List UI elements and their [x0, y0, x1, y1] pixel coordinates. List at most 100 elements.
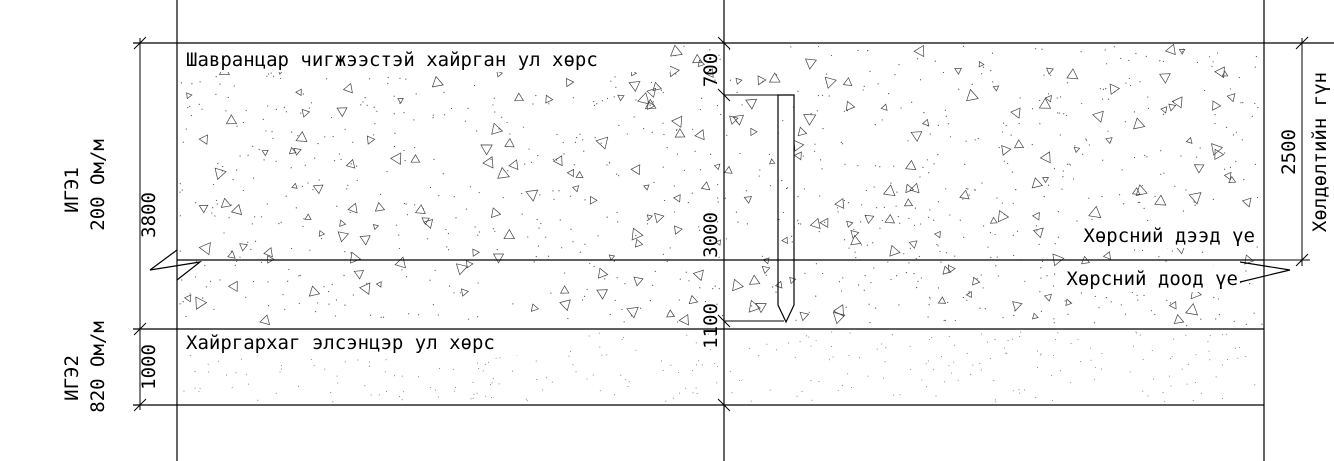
dimension-tick: [133, 36, 147, 50]
hatch-mark: [1241, 197, 1252, 208]
hatch-mark: [1255, 55, 1258, 58]
hatch-mark: [933, 219, 935, 221]
hatch-mark: [805, 335, 807, 337]
hatch-mark: [288, 268, 290, 271]
hatch-mark: [1034, 48, 1037, 50]
dimension-text: 2500: [1278, 129, 1300, 175]
hatch-mark: [1245, 323, 1247, 325]
label-bg: [1065, 222, 1255, 248]
hatch-mark: [285, 111, 288, 113]
hatch-mark: [897, 216, 899, 218]
hatch-mark: [1136, 332, 1138, 334]
hatch-mark: [996, 256, 998, 258]
hatch-mark: [1039, 151, 1051, 164]
hatch-mark: [1192, 400, 1194, 402]
hatch-mark: [832, 356, 834, 358]
hatch-mark: [644, 98, 657, 110]
hatch-mark: [692, 269, 704, 282]
hatch-mark: [867, 50, 869, 52]
hatch-mark: [717, 197, 719, 199]
hatch-mark: [1077, 339, 1079, 341]
hatch-mark: [340, 158, 342, 161]
hatch-mark: [929, 296, 931, 298]
hatch-mark: [313, 364, 315, 366]
hatch-mark: [1168, 103, 1177, 112]
hatch-mark: [347, 184, 349, 186]
hatch-mark: [334, 315, 337, 317]
hatch-mark: [350, 163, 352, 165]
hatch-mark: [403, 391, 405, 393]
hatch-mark: [647, 100, 656, 110]
hatch-mark: [853, 228, 855, 231]
hatch-mark: [654, 270, 656, 273]
hatch-mark: [302, 93, 304, 95]
hatch-mark: [967, 188, 969, 190]
hatch-mark: [1131, 291, 1133, 294]
hatch-mark: [284, 308, 286, 310]
hatch-mark: [552, 158, 554, 160]
hatch-mark: [699, 169, 702, 171]
hatch-mark: [874, 165, 877, 167]
hatch-mark: [295, 207, 297, 209]
hatch-mark: [350, 252, 352, 254]
hatch-mark: [1092, 110, 1104, 123]
hatch-mark: [198, 103, 200, 105]
hatch-mark: [213, 308, 215, 310]
hatch-mark: [225, 110, 227, 112]
hatch-mark: [1254, 163, 1257, 165]
hatch-mark: [919, 79, 922, 81]
hatch-mark: [328, 303, 330, 305]
hatch-mark: [1146, 156, 1148, 158]
hatch-mark: [918, 255, 920, 258]
hatch-mark: [683, 169, 686, 171]
hatch-mark: [874, 307, 877, 309]
hatch-mark: [714, 363, 716, 365]
hatch-mark: [1050, 74, 1052, 76]
hatch-mark: [921, 379, 923, 381]
hatch-mark: [445, 228, 447, 231]
hatch-mark: [606, 164, 608, 166]
hatch-mark: [514, 92, 525, 102]
hatch-mark: [491, 397, 493, 399]
hatch-mark: [1214, 122, 1216, 125]
hatch-mark: [797, 90, 799, 92]
hatch-mark: [501, 116, 503, 118]
hatch-mark: [804, 58, 817, 70]
hatch-mark: [794, 356, 796, 358]
hatch-mark: [179, 183, 181, 185]
hatch-mark: [339, 219, 347, 227]
hatch-mark: [418, 314, 420, 316]
hatch-mark: [561, 247, 563, 249]
hatch-mark: [1222, 398, 1224, 400]
hatch-mark: [825, 73, 828, 75]
hatch-mark: [207, 363, 209, 365]
hatch-mark: [597, 235, 599, 237]
hatch-mark: [1238, 76, 1240, 79]
hatch-mark: [195, 296, 208, 310]
hatch-mark: [1222, 364, 1224, 366]
hatch-mark: [195, 260, 197, 262]
dimension-tick: [717, 36, 731, 50]
hatch-mark: [661, 360, 663, 362]
hatch-mark: [944, 319, 946, 321]
hatch-mark: [621, 308, 623, 311]
hatch-mark: [622, 336, 624, 338]
hatch-mark: [263, 159, 265, 161]
hatch-mark: [653, 181, 655, 183]
hatch-mark: [1214, 148, 1225, 160]
hatch-mark: [332, 135, 334, 138]
hatch-mark: [492, 377, 494, 379]
hatch-mark: [524, 163, 526, 165]
hatch-mark: [454, 387, 456, 389]
hatch-mark: [933, 369, 935, 371]
hatch-mark: [650, 81, 653, 83]
hatch-mark: [715, 239, 722, 246]
hatch-mark: [790, 46, 792, 48]
hatch-mark: [567, 317, 569, 320]
hatch-mark: [1101, 352, 1103, 354]
hatch-mark: [910, 131, 923, 143]
hatch-mark: [208, 371, 210, 373]
hatch-mark: [971, 83, 973, 85]
hatch-mark: [1070, 343, 1072, 345]
hatch-mark: [634, 238, 644, 248]
